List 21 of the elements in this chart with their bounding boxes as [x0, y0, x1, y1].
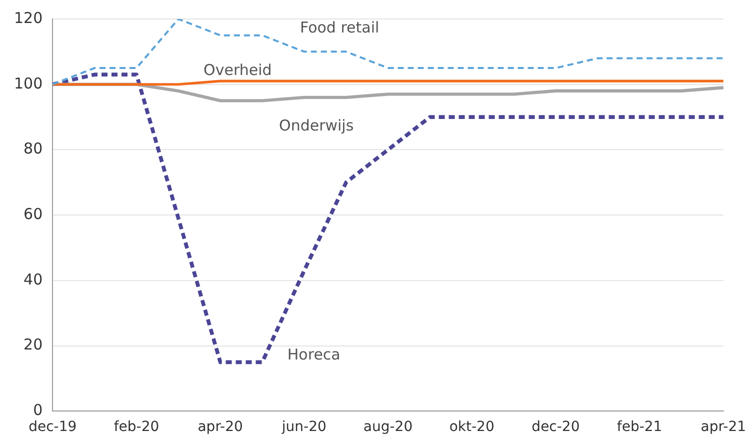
series-label: Food retail	[300, 18, 380, 37]
y-tick-label: 0	[33, 401, 43, 420]
x-tick-label: apr-20	[198, 419, 243, 436]
y-tick-label: 120	[14, 8, 43, 27]
x-tick-label: dec-20	[532, 419, 580, 436]
series-label: Overheid	[204, 61, 272, 80]
x-tick-label: aug-20	[363, 419, 413, 436]
y-tick-label: 20	[24, 336, 43, 354]
x-tick-label: dec-19	[28, 419, 77, 436]
y-tick-label: 60	[24, 204, 43, 223]
x-tick-label: jun-20	[280, 419, 326, 436]
y-tick-label: 80	[24, 140, 43, 158]
x-tick-label: okt-20	[449, 419, 494, 436]
x-tick-label: feb-21	[616, 419, 662, 436]
y-tick-label: 40	[24, 270, 43, 288]
line-series	[52, 19, 724, 86]
series-label: Horeca	[287, 346, 340, 364]
x-tick-label: feb-20	[114, 419, 160, 436]
y-tick-label: 100	[14, 74, 43, 92]
series-label: Onderwijs	[279, 116, 354, 135]
x-tick-label: apr-21	[700, 419, 746, 436]
